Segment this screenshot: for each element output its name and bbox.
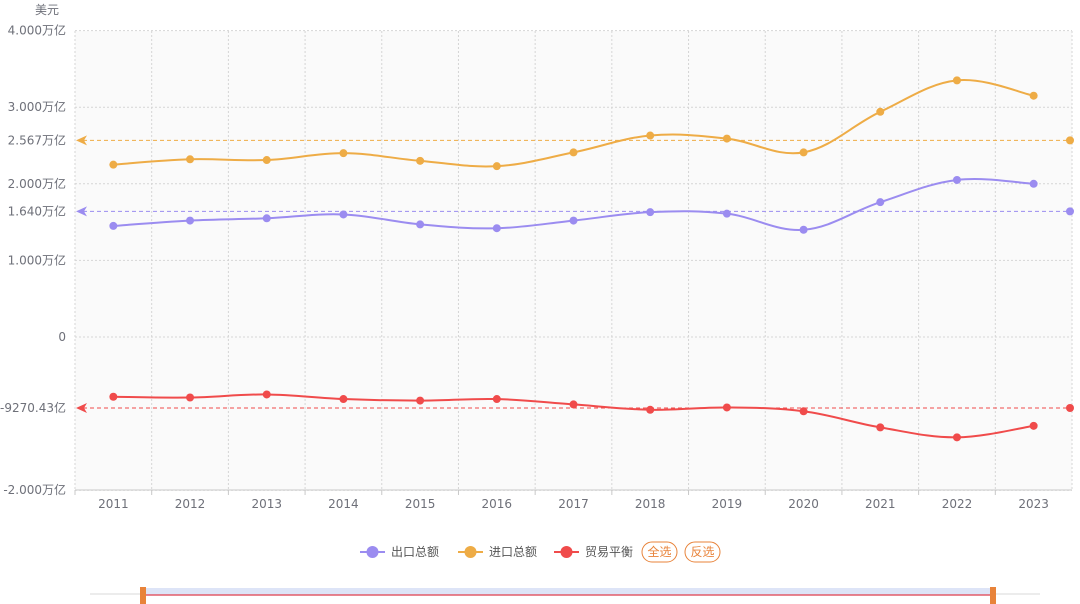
data-point[interactable] <box>416 156 425 165</box>
x-tick-label: 2011 <box>98 497 129 511</box>
data-point[interactable] <box>569 216 578 225</box>
average-line: 1.640万亿 <box>8 203 1074 218</box>
x-tick-label: 2019 <box>712 497 743 511</box>
legend-label: 贸易平衡 <box>585 545 633 559</box>
x-tick-label: 2018 <box>635 497 666 511</box>
x-tick-label: 2015 <box>405 497 436 511</box>
legend-label: 出口总额 <box>391 545 439 559</box>
average-line: 2.567万亿 <box>8 132 1074 147</box>
y-tick-label: 1.000万亿 <box>8 252 66 267</box>
data-point[interactable] <box>876 198 885 207</box>
x-tick-label: 2017 <box>558 497 589 511</box>
slider-handle-left[interactable] <box>140 587 146 604</box>
data-point[interactable] <box>799 225 808 234</box>
y-axis: 4.000万亿 3.000万亿 2.000万亿 1.000万亿 0 -2.000万亿 <box>3 23 1072 497</box>
average-end-point <box>1066 207 1074 216</box>
svg-text:反选: 反选 <box>690 545 714 559</box>
data-point[interactable] <box>1029 179 1038 188</box>
slider-handle-right[interactable] <box>990 587 996 604</box>
data-point[interactable] <box>1029 91 1038 100</box>
legend-marker-icon <box>366 546 379 558</box>
data-point[interactable] <box>416 396 425 405</box>
legend-item[interactable]: 贸易平衡 <box>554 545 633 559</box>
average-arrow-icon <box>76 135 87 146</box>
data-point[interactable] <box>262 156 271 165</box>
data-point[interactable] <box>876 423 885 432</box>
data-point[interactable] <box>109 392 118 401</box>
data-point[interactable] <box>109 160 118 169</box>
x-tick-label: 2022 <box>942 497 973 511</box>
average-label: -9270.43亿 <box>0 400 66 415</box>
data-point[interactable] <box>952 76 961 85</box>
data-point[interactable] <box>186 155 195 164</box>
data-point[interactable] <box>492 162 501 171</box>
average-arrow-icon <box>76 403 87 414</box>
data-point[interactable] <box>569 400 578 409</box>
data-point[interactable] <box>722 403 731 412</box>
average-arrow-icon <box>76 206 87 217</box>
data-point[interactable] <box>799 407 808 416</box>
series-2 <box>109 76 1038 171</box>
data-point[interactable] <box>1029 421 1038 430</box>
data-point[interactable] <box>492 224 501 233</box>
data-point[interactable] <box>339 210 348 219</box>
x-tick-label: 2020 <box>788 497 819 511</box>
x-tick-label: 2012 <box>175 497 206 511</box>
data-zoom-slider[interactable] <box>90 587 1040 604</box>
data-point[interactable] <box>722 134 731 143</box>
data-point[interactable] <box>876 107 885 116</box>
data-point[interactable] <box>722 209 731 218</box>
data-point[interactable] <box>646 405 655 414</box>
x-tick-label: 2016 <box>482 497 513 511</box>
x-tick-label: 2021 <box>865 497 896 511</box>
data-point[interactable] <box>799 148 808 157</box>
y-tick-label: 2.000万亿 <box>8 176 66 191</box>
data-point[interactable] <box>952 433 961 442</box>
y-tick-label: 4.000万亿 <box>8 23 66 38</box>
data-point[interactable] <box>416 220 425 229</box>
average-label: 1.640万亿 <box>8 203 66 218</box>
average-end-point <box>1066 404 1074 413</box>
legend-item[interactable]: 进口总额 <box>458 545 537 559</box>
data-point[interactable] <box>262 390 271 399</box>
invert-selection-button[interactable]: 反选 <box>684 541 721 563</box>
svg-text:全选: 全选 <box>647 544 671 559</box>
legend-marker-icon <box>560 546 573 558</box>
legend-label: 进口总额 <box>489 545 537 559</box>
x-axis: 2011 2012 2013 2014 2015 2016 2017 2018 2019 2020… <box>74 489 1072 511</box>
data-point[interactable] <box>262 214 271 223</box>
data-point[interactable] <box>186 393 195 402</box>
average-line: -9270.43亿 <box>0 400 1074 415</box>
legend: 出口总额 进口总额 贸易平衡 全选 反选 <box>360 541 721 563</box>
select-all-button[interactable]: 全选 <box>641 541 678 563</box>
legend-marker-icon <box>464 546 477 558</box>
data-point[interactable] <box>646 131 655 140</box>
average-label: 2.567万亿 <box>8 132 66 147</box>
x-tick-label: 2023 <box>1018 497 1049 511</box>
data-point[interactable] <box>186 216 195 225</box>
data-point[interactable] <box>492 395 501 404</box>
series-1 <box>109 175 1038 234</box>
y-tick-label: 3.000万亿 <box>8 99 66 114</box>
data-point[interactable] <box>952 175 961 184</box>
data-point[interactable] <box>339 395 348 404</box>
plot-background <box>75 31 1072 490</box>
average-end-point <box>1066 136 1074 145</box>
data-point[interactable] <box>569 148 578 157</box>
data-point[interactable] <box>109 221 118 230</box>
y-tick-label: -2.000万亿 <box>3 482 66 497</box>
data-point[interactable] <box>646 208 655 217</box>
x-tick-label: 2014 <box>328 497 359 511</box>
y-tick-label: 0 <box>58 330 66 344</box>
legend-item[interactable]: 出口总额 <box>360 545 439 559</box>
x-tick-label: 2013 <box>251 497 282 511</box>
data-point[interactable] <box>339 149 348 158</box>
y-axis-unit-label: 美元 <box>35 3 59 17</box>
